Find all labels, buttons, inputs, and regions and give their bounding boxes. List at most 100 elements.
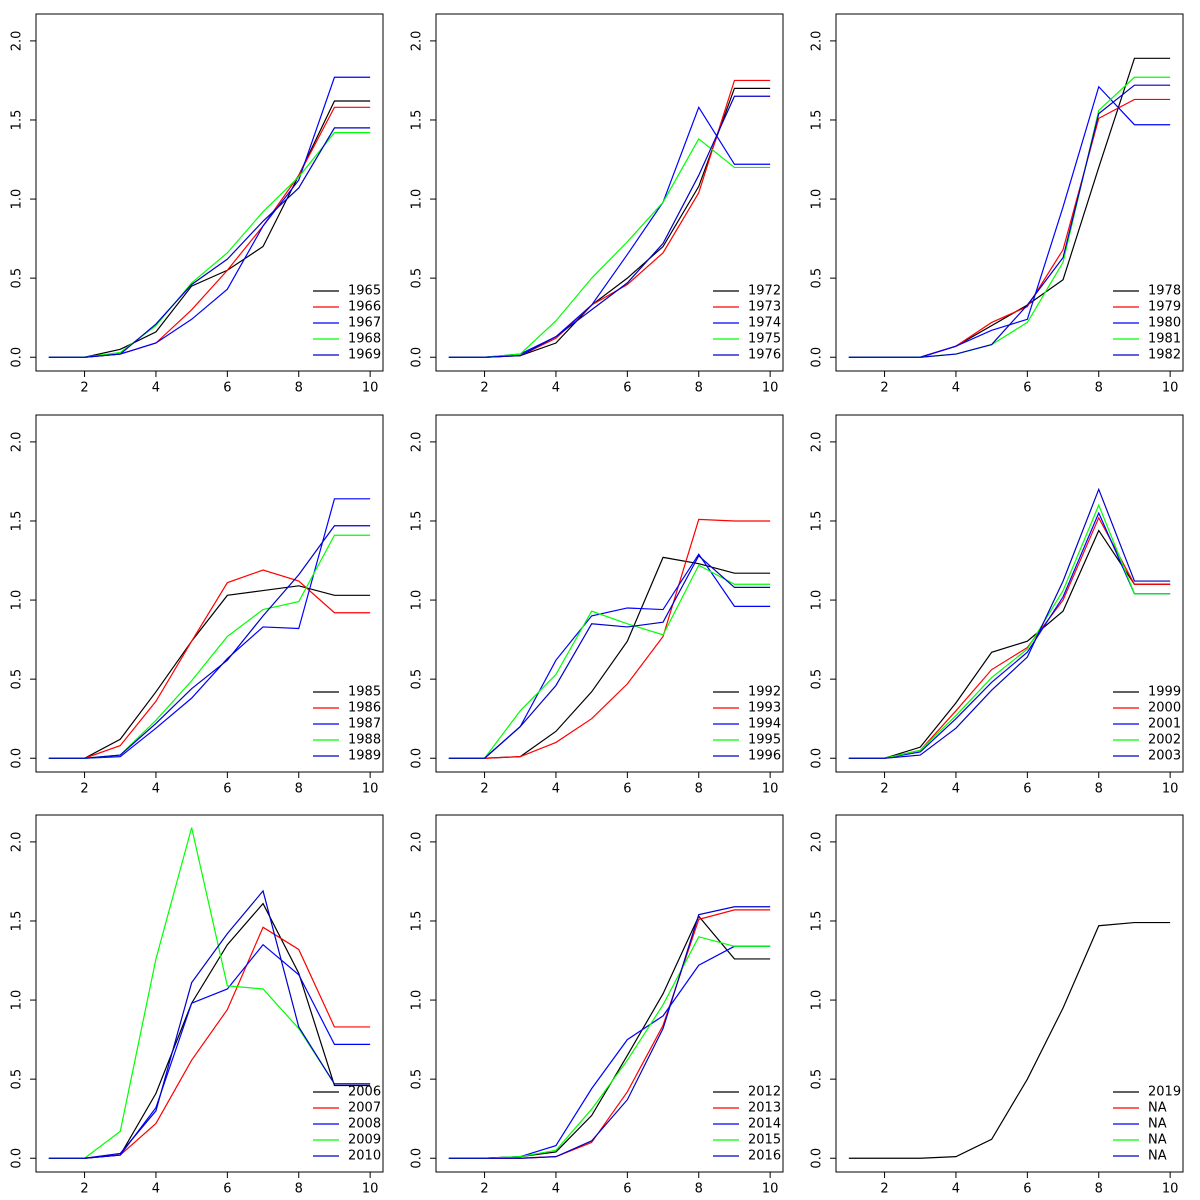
series-line [48, 76, 371, 358]
legend-label: 2008 [348, 1117, 381, 1132]
x-tick-label: 4 [552, 381, 560, 396]
x-tick-label: 4 [952, 1182, 960, 1197]
series-line [448, 906, 771, 1159]
series-line [48, 132, 371, 358]
legend-label: 1972 [748, 284, 781, 299]
legend-label: 2016 [748, 1149, 781, 1164]
legend-label: 1993 [748, 701, 781, 716]
x-tick-label: 2 [480, 1182, 488, 1197]
series-line [448, 936, 771, 1159]
series-line [48, 902, 371, 1159]
y-tick-label: 1.5 [10, 911, 25, 932]
y-tick-label: 1.0 [810, 590, 825, 611]
x-tick-label: 4 [152, 1182, 160, 1197]
y-tick-label: 1.0 [10, 189, 25, 210]
x-tick-label: 6 [623, 381, 631, 396]
x-tick-label: 2 [880, 1182, 888, 1197]
x-tick-label: 6 [1023, 782, 1031, 797]
legend-label: 1967 [348, 316, 381, 331]
series-line [848, 511, 1171, 759]
legend-label: 2013 [748, 1101, 781, 1116]
y-tick-label: 1.5 [810, 110, 825, 131]
y-tick-label: 1.0 [10, 990, 25, 1011]
y-tick-label: 1.0 [410, 189, 425, 210]
y-tick-label: 0.0 [410, 1148, 425, 1169]
x-tick-label: 8 [1095, 782, 1103, 797]
y-tick-label: 1.5 [810, 511, 825, 532]
y-tick-label: 1.0 [10, 590, 25, 611]
x-tick-label: 10 [362, 1182, 379, 1197]
y-tick-label: 0.5 [810, 1069, 825, 1090]
y-tick-label: 0.0 [10, 1148, 25, 1169]
legend-label: 1996 [748, 749, 781, 764]
x-tick-label: 10 [762, 782, 779, 797]
x-tick-label: 8 [695, 381, 703, 396]
y-tick-label: 2.0 [10, 832, 25, 853]
legend-label: 1979 [1148, 300, 1181, 315]
y-tick-label: 2.0 [810, 432, 825, 453]
y-tick-label: 0.0 [810, 748, 825, 769]
x-tick-label: 6 [1023, 1182, 1031, 1197]
panel: 2 4 6 8 10 0.0 0.5 1.0 1.5 2.0 1978197919801981198… [810, 13, 1184, 396]
legend-label: 1973 [748, 300, 781, 315]
legend-label: 1992 [748, 685, 781, 700]
x-tick-label: 6 [623, 782, 631, 797]
y-tick-label: 1.0 [810, 189, 825, 210]
plot-frame [835, 414, 1184, 773]
x-tick-label: 6 [1023, 381, 1031, 396]
series-line [48, 106, 371, 358]
series-line [448, 945, 771, 1159]
y-tick-label: 2.0 [810, 832, 825, 853]
panel: 2 4 6 8 10 0.0 0.5 1.0 1.5 2.0 1999200020012002200… [810, 414, 1184, 797]
y-tick-label: 1.5 [810, 911, 825, 932]
x-tick-label: 10 [762, 381, 779, 396]
x-tick-label: 4 [552, 782, 560, 797]
series-line [448, 554, 771, 759]
series-line [848, 85, 1171, 358]
x-tick-label: 10 [362, 782, 379, 797]
y-tick-label: 1.5 [10, 110, 25, 131]
panel: 2 4 6 8 10 0.0 0.5 1.0 1.5 2.0 2006200720082009201… [10, 814, 384, 1197]
x-tick-label: 2 [480, 381, 488, 396]
x-tick-label: 2 [480, 782, 488, 797]
y-tick-label: 0.5 [410, 669, 425, 690]
legend-label: 1969 [348, 348, 381, 363]
legend-label: 1986 [348, 701, 381, 716]
legend-label: 2015 [748, 1133, 781, 1148]
series-line [48, 827, 371, 1159]
x-tick-label: 8 [295, 782, 303, 797]
y-tick-label: 0.5 [10, 268, 25, 289]
y-tick-label: 0.0 [810, 1148, 825, 1169]
legend-label: NA [1148, 1133, 1167, 1148]
y-tick-label: 0.0 [410, 347, 425, 368]
legend-label: 2000 [1148, 701, 1181, 716]
panel: 2 4 6 8 10 0.0 0.5 1.0 1.5 2.0 1992199319941995199… [410, 414, 784, 797]
legend-label: 2002 [1148, 733, 1181, 748]
y-tick-label: 0.5 [810, 268, 825, 289]
y-tick-label: 0.5 [410, 268, 425, 289]
series-line [448, 95, 771, 358]
x-tick-label: 10 [762, 1182, 779, 1197]
legend-label: 2010 [348, 1149, 381, 1164]
legend-label: 2009 [348, 1133, 381, 1148]
series-line [48, 569, 371, 759]
x-tick-label: 10 [1162, 381, 1179, 396]
plot-frame [35, 13, 384, 372]
series-line [848, 529, 1171, 759]
y-tick-label: 0.5 [410, 1069, 425, 1090]
series-line [48, 525, 371, 759]
x-tick-label: 4 [952, 381, 960, 396]
x-tick-label: 4 [152, 381, 160, 396]
x-tick-label: 10 [362, 381, 379, 396]
series-line [48, 943, 371, 1159]
legend-label: 1974 [748, 316, 781, 331]
plot-frame [35, 414, 384, 773]
y-tick-label: 2.0 [410, 832, 425, 853]
legend-label: NA [1148, 1101, 1167, 1116]
y-tick-label: 1.0 [810, 990, 825, 1011]
x-tick-label: 8 [295, 381, 303, 396]
y-tick-label: 1.5 [10, 511, 25, 532]
legend-label: 1980 [1148, 316, 1181, 331]
y-tick-label: 2.0 [810, 31, 825, 52]
legend-label: NA [1148, 1149, 1167, 1164]
